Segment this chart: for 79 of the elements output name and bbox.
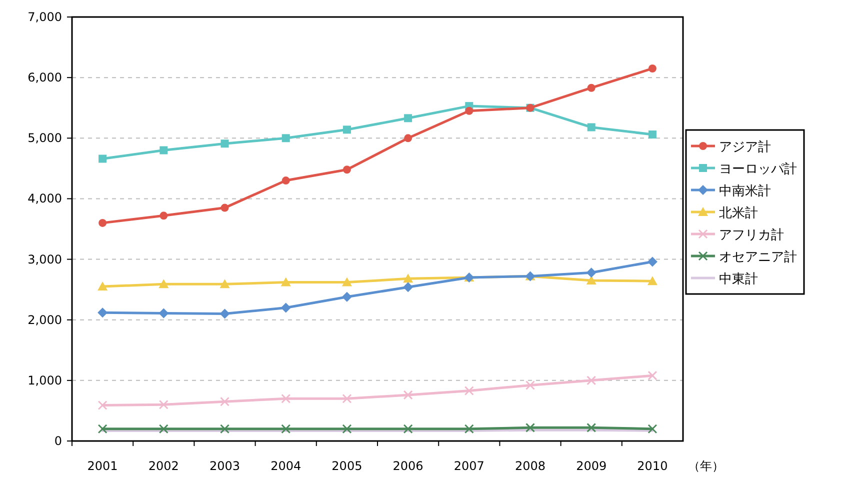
point [526,380,535,390]
legend-label: オセアニア計 [719,250,797,265]
point [464,424,474,434]
x-tick-label: 2003 [209,459,240,473]
legend-label: 中東計 [719,272,758,287]
point [648,130,656,139]
point [282,176,290,185]
point [158,279,169,288]
point [160,146,168,154]
point [586,376,596,386]
point [403,390,413,400]
point [158,400,168,410]
point [98,154,107,163]
point [464,386,474,396]
point [280,277,291,286]
x-tick-label: 2004 [270,459,302,473]
point [404,134,412,142]
point [98,218,107,227]
point [647,256,658,267]
point [342,277,352,286]
point [342,126,351,134]
legend-label: アフリカ計 [719,228,784,243]
point [98,282,108,291]
point [587,123,596,132]
point [647,276,658,286]
point [586,275,596,284]
point [220,140,229,148]
point [220,308,230,319]
point [404,114,412,122]
point [648,64,656,72]
point [158,424,168,434]
point [158,308,169,318]
point [465,106,474,115]
point [586,422,596,432]
x-tick-label: 2010 [637,459,668,473]
point [342,166,351,174]
y-tick-label: 6,000 [28,70,62,85]
legend-label: アジア計 [719,140,771,155]
x-tick-label: 2006 [392,459,424,473]
point [160,212,168,220]
point [98,400,108,410]
legend-label: 中南米計 [719,184,771,199]
legend-label: 北米計 [719,206,758,221]
y-tick-label: 7,000 [28,10,62,24]
point [403,274,414,283]
point [587,84,596,92]
x-tick-label: 2009 [576,459,607,473]
y-tick-label: 5,000 [28,131,62,146]
point [98,308,108,318]
y-tick-label: 0 [54,434,62,448]
point [281,394,291,404]
legend-label: ヨーロッパ計 [719,162,797,177]
x-tick-label: 2007 [454,459,484,473]
y-tick-label: 4,000 [28,192,62,206]
point [98,424,108,434]
y-tick-label: 2,000 [28,312,62,327]
point [220,396,230,406]
point [220,424,230,434]
point [648,370,658,380]
point [342,394,352,404]
point [220,279,230,288]
text: （年） [688,459,724,473]
point [220,204,229,212]
point [280,302,291,313]
y-tick-label: 3,000 [28,252,62,266]
x-tick-label: 2008 [514,459,546,473]
point [282,134,290,142]
point [586,268,596,278]
x-tick-label: 2001 [87,459,118,473]
x-tick-label: 2005 [332,459,362,473]
point [342,292,352,302]
point [403,282,414,292]
point [403,424,413,434]
point [342,424,352,434]
point [526,422,535,432]
point [281,424,291,434]
y-tick-label: 1,000 [28,373,62,388]
point [648,424,658,434]
x-tick-label: 2002 [148,459,179,473]
